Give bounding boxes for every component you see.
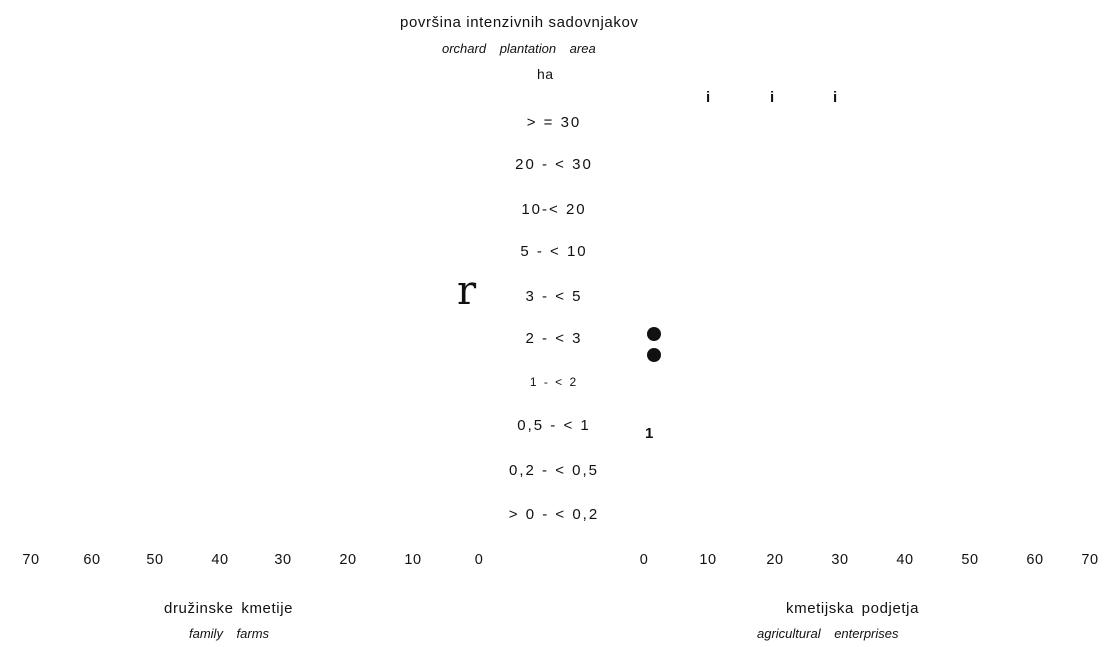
right-tick-label-50: 50 <box>961 552 979 568</box>
right-tick-label-20: 20 <box>766 552 784 568</box>
category-label-1: 20 - < 30 <box>515 156 593 173</box>
category-label-8: 0,2 - < 0,5 <box>509 462 599 479</box>
left-tick-label-10: 10 <box>404 552 422 568</box>
left-tick-label-50: 50 <box>146 552 164 568</box>
category-label-6: 1 - < 2 <box>529 375 579 389</box>
right-tick-label-60: 60 <box>1026 552 1044 568</box>
unit-label: ha <box>537 66 554 82</box>
right-tick-label-40: 40 <box>896 552 914 568</box>
right-tick-label-10: 10 <box>699 552 717 568</box>
left-tick-label-30: 30 <box>274 552 292 568</box>
chart-title: površina intenzivnih sadovnjakov <box>400 14 639 31</box>
series-1-mark-5-b <box>647 348 661 362</box>
left-axis-subtitle: family farms <box>189 626 270 641</box>
bar-layer <box>647 327 661 362</box>
left-tick-label-40: 40 <box>211 552 229 568</box>
category-label-4: 3 - < 5 <box>525 288 583 305</box>
category-label-9: > 0 - < 0,2 <box>508 506 600 523</box>
stray-r-glyph: r <box>457 268 477 314</box>
stray-one-glyph: 1 <box>645 425 654 442</box>
right-tick-label-70: 70 <box>1081 552 1099 568</box>
stray-i-glyph-2: i <box>770 89 775 106</box>
left-tick-label-20: 20 <box>339 552 357 568</box>
left-tick-label-0: 0 <box>474 552 484 568</box>
left-tick-label-60: 60 <box>83 552 101 568</box>
category-label-2: 10-< 20 <box>521 201 587 218</box>
category-label-0: > = 30 <box>526 114 582 131</box>
chart-subtitle: orchard plantation area <box>442 41 596 56</box>
series-1-mark-5-a <box>647 327 661 341</box>
left-tick-label-70: 70 <box>22 552 40 568</box>
stray-i-glyph-1: i <box>706 89 711 106</box>
category-label-5: 2 - < 3 <box>525 330 583 347</box>
category-label-7: 0,5 - < 1 <box>517 417 591 434</box>
category-label-3: 5 - < 10 <box>520 243 588 260</box>
right-axis-subtitle: agricultural enterprises <box>757 626 899 641</box>
right-axis-title: kmetijska podjetja <box>786 600 920 617</box>
right-tick-label-30: 30 <box>831 552 849 568</box>
stray-i-glyph-3: i <box>833 89 838 106</box>
left-axis-title: družinske kmetije <box>164 600 294 617</box>
right-tick-label-0: 0 <box>639 552 649 568</box>
